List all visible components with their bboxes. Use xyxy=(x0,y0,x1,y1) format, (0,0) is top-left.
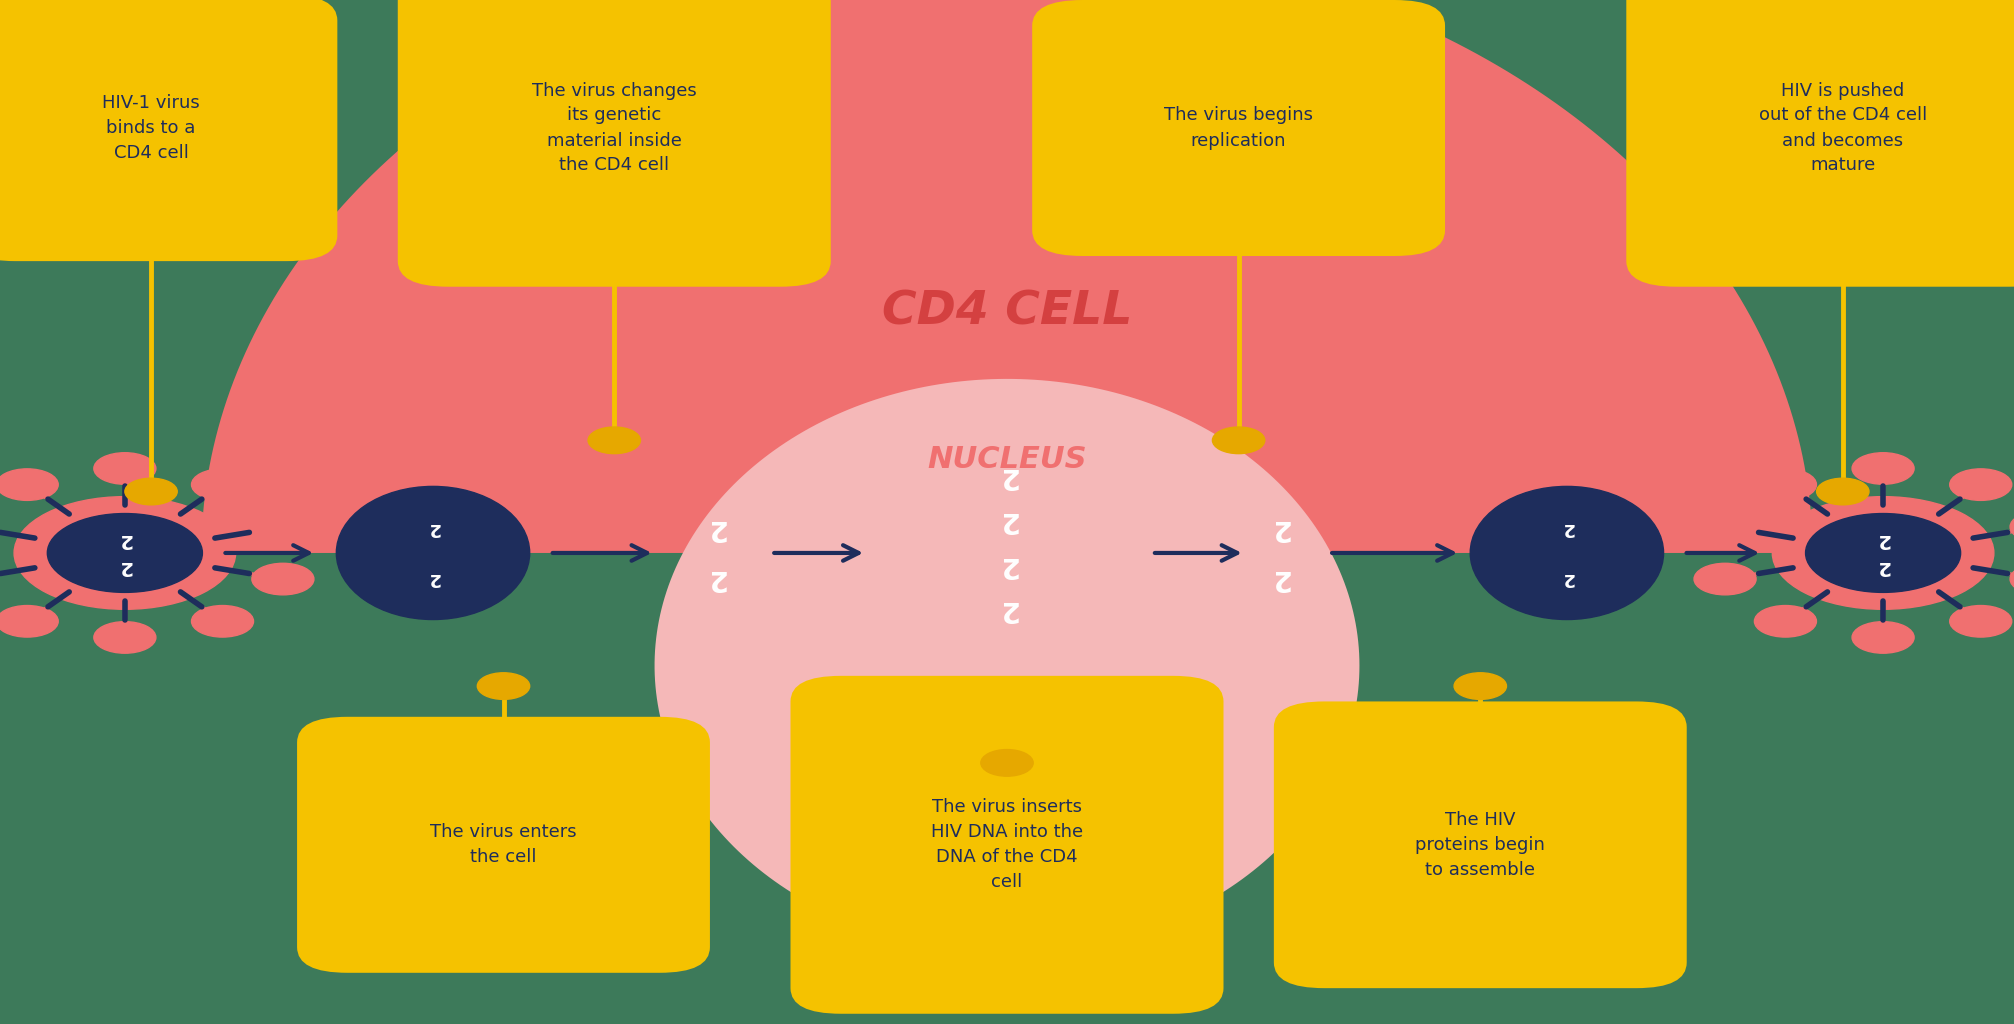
Text: 2: 2 xyxy=(997,506,1017,535)
FancyBboxPatch shape xyxy=(0,0,336,261)
FancyBboxPatch shape xyxy=(1627,0,2014,287)
Circle shape xyxy=(191,469,254,501)
Text: NUCLEUS: NUCLEUS xyxy=(926,444,1088,474)
Circle shape xyxy=(95,453,155,484)
Circle shape xyxy=(1772,497,1994,609)
Text: The virus enters
the cell: The virus enters the cell xyxy=(431,823,576,866)
Circle shape xyxy=(14,497,236,609)
Text: CD4 CELL: CD4 CELL xyxy=(882,290,1132,335)
Text: The virus inserts
HIV DNA into the
DNA of the CD4
cell: The virus inserts HIV DNA into the DNA o… xyxy=(930,799,1084,891)
Text: The virus begins
replication: The virus begins replication xyxy=(1164,106,1313,150)
Circle shape xyxy=(1853,622,1913,653)
Circle shape xyxy=(1754,469,1817,501)
Circle shape xyxy=(1950,469,2012,501)
Circle shape xyxy=(2010,511,2014,543)
Circle shape xyxy=(1807,514,1962,592)
Text: 2: 2 xyxy=(427,519,439,537)
Circle shape xyxy=(191,605,254,637)
FancyBboxPatch shape xyxy=(298,717,711,973)
Circle shape xyxy=(1950,605,2012,637)
Text: 2: 2 xyxy=(705,563,725,592)
Text: 2: 2 xyxy=(997,595,1017,624)
Circle shape xyxy=(0,605,58,637)
Circle shape xyxy=(252,511,314,543)
Text: 2: 2 xyxy=(119,529,131,549)
Circle shape xyxy=(1694,563,1756,595)
Text: 2: 2 xyxy=(1877,529,1889,549)
Circle shape xyxy=(1754,605,1817,637)
Text: HIV-1 virus
binds to a
CD4 cell: HIV-1 virus binds to a CD4 cell xyxy=(103,94,199,162)
Text: 2: 2 xyxy=(1269,563,1289,592)
Text: 2: 2 xyxy=(1269,514,1289,543)
Text: 2: 2 xyxy=(1561,519,1573,537)
Text: 2: 2 xyxy=(1877,557,1889,577)
Text: The HIV
proteins begin
to assemble: The HIV proteins begin to assemble xyxy=(1416,811,1545,879)
Circle shape xyxy=(1817,478,1869,505)
Polygon shape xyxy=(201,0,1813,553)
Text: 2: 2 xyxy=(119,557,131,577)
Circle shape xyxy=(588,427,640,454)
Circle shape xyxy=(95,622,155,653)
Text: HIV is pushed
out of the CD4 cell
and becomes
mature: HIV is pushed out of the CD4 cell and be… xyxy=(1758,82,1927,174)
Polygon shape xyxy=(655,379,1359,952)
Text: 2: 2 xyxy=(997,462,1017,490)
FancyBboxPatch shape xyxy=(1031,0,1446,256)
FancyBboxPatch shape xyxy=(789,676,1222,1014)
FancyBboxPatch shape xyxy=(1273,701,1686,988)
Circle shape xyxy=(1853,453,1913,484)
Circle shape xyxy=(0,469,58,501)
Circle shape xyxy=(46,514,201,592)
Text: The virus changes
its genetic
material inside
the CD4 cell: The virus changes its genetic material i… xyxy=(532,82,697,174)
Circle shape xyxy=(981,750,1033,776)
Ellipse shape xyxy=(1470,486,1664,620)
Text: 2: 2 xyxy=(705,514,725,543)
Circle shape xyxy=(125,478,177,505)
Circle shape xyxy=(252,563,314,595)
Ellipse shape xyxy=(336,486,530,620)
Circle shape xyxy=(1212,427,1265,454)
Circle shape xyxy=(1454,673,1506,699)
Text: 2: 2 xyxy=(1561,569,1573,587)
Circle shape xyxy=(477,673,530,699)
Text: 2: 2 xyxy=(427,569,439,587)
Text: 2: 2 xyxy=(997,551,1017,580)
FancyBboxPatch shape xyxy=(397,0,830,287)
Circle shape xyxy=(2010,563,2014,595)
Circle shape xyxy=(1694,511,1756,543)
